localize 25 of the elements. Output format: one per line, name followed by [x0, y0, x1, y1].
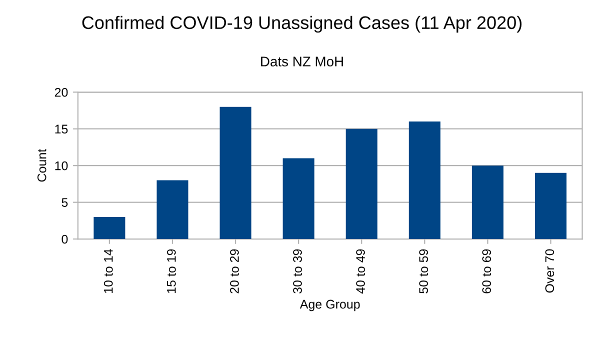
bar	[472, 166, 504, 240]
bar	[408, 122, 440, 240]
x-tick-label: 15 to 19	[166, 249, 176, 293]
x-tick-label: 30 to 39	[293, 249, 302, 294]
y-tick-label: 0	[62, 234, 68, 244]
y-tick-label: 5	[62, 198, 68, 207]
chart-subtitle: Dats NZ MoH	[261, 56, 343, 66]
bar	[282, 158, 314, 240]
x-tick-label: Over 70	[545, 249, 554, 293]
x-tick-label: 10 to 14	[104, 249, 113, 293]
x-tick-label: 60 to 69	[482, 249, 492, 294]
y-axis-title: Count	[37, 148, 46, 182]
x-tick-label: 40 to 49	[356, 249, 365, 294]
x-tick-label: 50 to 59	[419, 249, 428, 294]
bar	[346, 128, 378, 240]
bar	[220, 106, 252, 240]
y-tick-label: 20	[54, 88, 68, 97]
bar	[534, 172, 566, 240]
y-tick-label: 15	[55, 124, 68, 134]
x-tick-label: 20 to 29	[230, 249, 239, 294]
bar	[94, 216, 126, 240]
x-axis-title: Age Group	[300, 300, 360, 312]
bar	[156, 180, 188, 240]
y-tick-label: 10	[55, 161, 68, 170]
chart-title: Confirmed COVID-19 Unassigned Cases (11 Apr 2020)	[82, 16, 522, 33]
